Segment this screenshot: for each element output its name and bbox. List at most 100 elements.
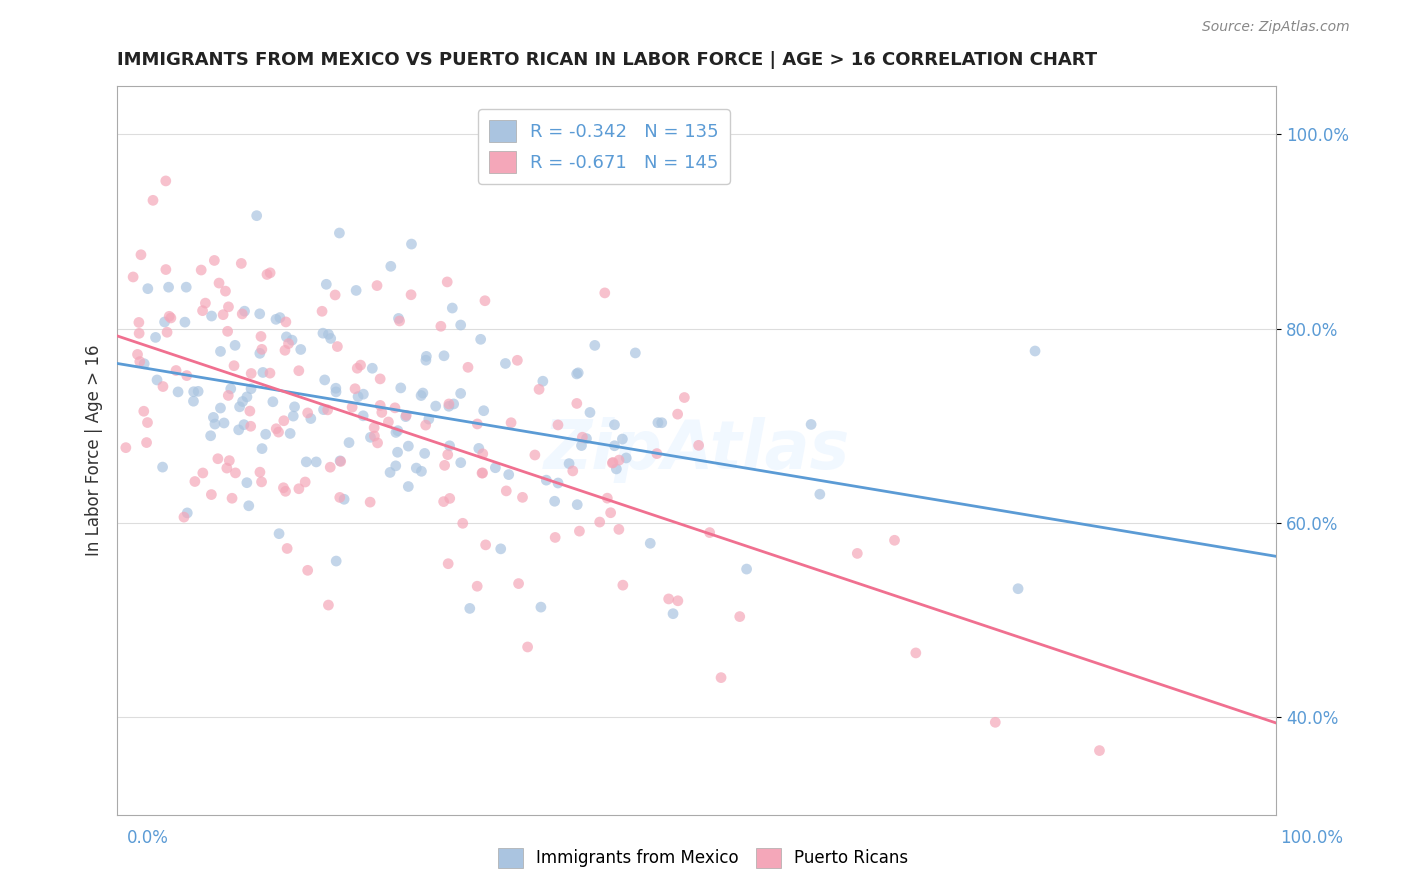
- Point: [363, 420, 385, 434]
- Point: [699, 525, 721, 540]
- Legend: Immigrants from Mexico, Puerto Ricans: Immigrants from Mexico, Puerto Ricans: [491, 841, 915, 875]
- Point: [221, 491, 243, 506]
- Point: [122, 270, 145, 285]
- Point: [347, 390, 370, 404]
- Point: [565, 396, 588, 410]
- Point: [433, 349, 456, 363]
- Point: [494, 356, 516, 370]
- Point: [451, 516, 474, 531]
- Point: [294, 475, 316, 489]
- Point: [1007, 582, 1029, 596]
- Point: [176, 368, 198, 383]
- Point: [344, 284, 367, 298]
- Point: [249, 307, 271, 321]
- Point: [184, 475, 207, 489]
- Point: [352, 387, 374, 401]
- Point: [439, 491, 461, 506]
- Point: [399, 287, 422, 301]
- Point: [612, 578, 634, 592]
- Point: [596, 491, 619, 505]
- Point: [314, 373, 336, 387]
- Point: [388, 314, 411, 328]
- Point: [389, 381, 412, 395]
- Point: [240, 382, 263, 396]
- Point: [136, 282, 159, 296]
- Point: [359, 495, 381, 509]
- Point: [396, 439, 419, 453]
- Point: [264, 312, 287, 326]
- Point: [233, 417, 256, 432]
- Point: [571, 430, 593, 444]
- Point: [516, 640, 538, 654]
- Point: [385, 425, 408, 440]
- Point: [319, 331, 342, 345]
- Point: [367, 436, 389, 450]
- Point: [191, 466, 214, 480]
- Point: [378, 466, 401, 480]
- Point: [183, 394, 205, 409]
- Point: [142, 194, 165, 208]
- Point: [250, 475, 273, 489]
- Point: [506, 353, 529, 368]
- Point: [176, 506, 198, 520]
- Point: [457, 360, 479, 375]
- Point: [333, 492, 356, 507]
- Point: [297, 563, 319, 577]
- Point: [433, 458, 456, 473]
- Point: [305, 455, 328, 469]
- Point: [224, 466, 246, 480]
- Point: [437, 399, 460, 413]
- Point: [326, 340, 349, 354]
- Point: [384, 458, 406, 473]
- Point: [340, 401, 363, 415]
- Point: [165, 363, 187, 377]
- Point: [363, 429, 385, 443]
- Point: [173, 510, 195, 524]
- Point: [465, 579, 488, 593]
- Point: [561, 464, 583, 478]
- Point: [666, 594, 689, 608]
- Text: Source: ZipAtlas.com: Source: ZipAtlas.com: [1202, 21, 1350, 34]
- Point: [128, 315, 150, 329]
- Text: 100.0%: 100.0%: [1279, 829, 1343, 847]
- Point: [222, 359, 245, 373]
- Point: [543, 494, 565, 508]
- Point: [288, 364, 311, 378]
- Point: [614, 450, 637, 465]
- Point: [450, 456, 472, 470]
- Point: [436, 448, 458, 462]
- Point: [387, 424, 409, 438]
- Y-axis label: In Labor Force | Age > 16: In Labor Force | Age > 16: [86, 344, 103, 556]
- Point: [262, 394, 284, 409]
- Point: [329, 491, 352, 505]
- Point: [190, 263, 212, 277]
- Point: [489, 541, 512, 556]
- Point: [571, 439, 593, 453]
- Point: [605, 462, 627, 476]
- Point: [231, 307, 253, 321]
- Point: [579, 405, 602, 419]
- Point: [344, 382, 367, 396]
- Point: [599, 506, 621, 520]
- Point: [290, 343, 312, 357]
- Point: [380, 260, 402, 274]
- Point: [233, 304, 256, 318]
- Point: [593, 285, 616, 300]
- Point: [371, 405, 394, 419]
- Point: [437, 397, 460, 411]
- Point: [127, 347, 149, 361]
- Point: [200, 487, 222, 501]
- Point: [202, 410, 225, 425]
- Point: [710, 671, 733, 685]
- Point: [531, 374, 554, 388]
- Point: [183, 384, 205, 399]
- Point: [194, 296, 217, 310]
- Point: [134, 357, 156, 371]
- Point: [1088, 743, 1111, 757]
- Point: [366, 278, 388, 293]
- Point: [467, 417, 489, 431]
- Point: [474, 538, 496, 552]
- Point: [238, 499, 260, 513]
- Point: [274, 343, 297, 358]
- Point: [472, 403, 495, 417]
